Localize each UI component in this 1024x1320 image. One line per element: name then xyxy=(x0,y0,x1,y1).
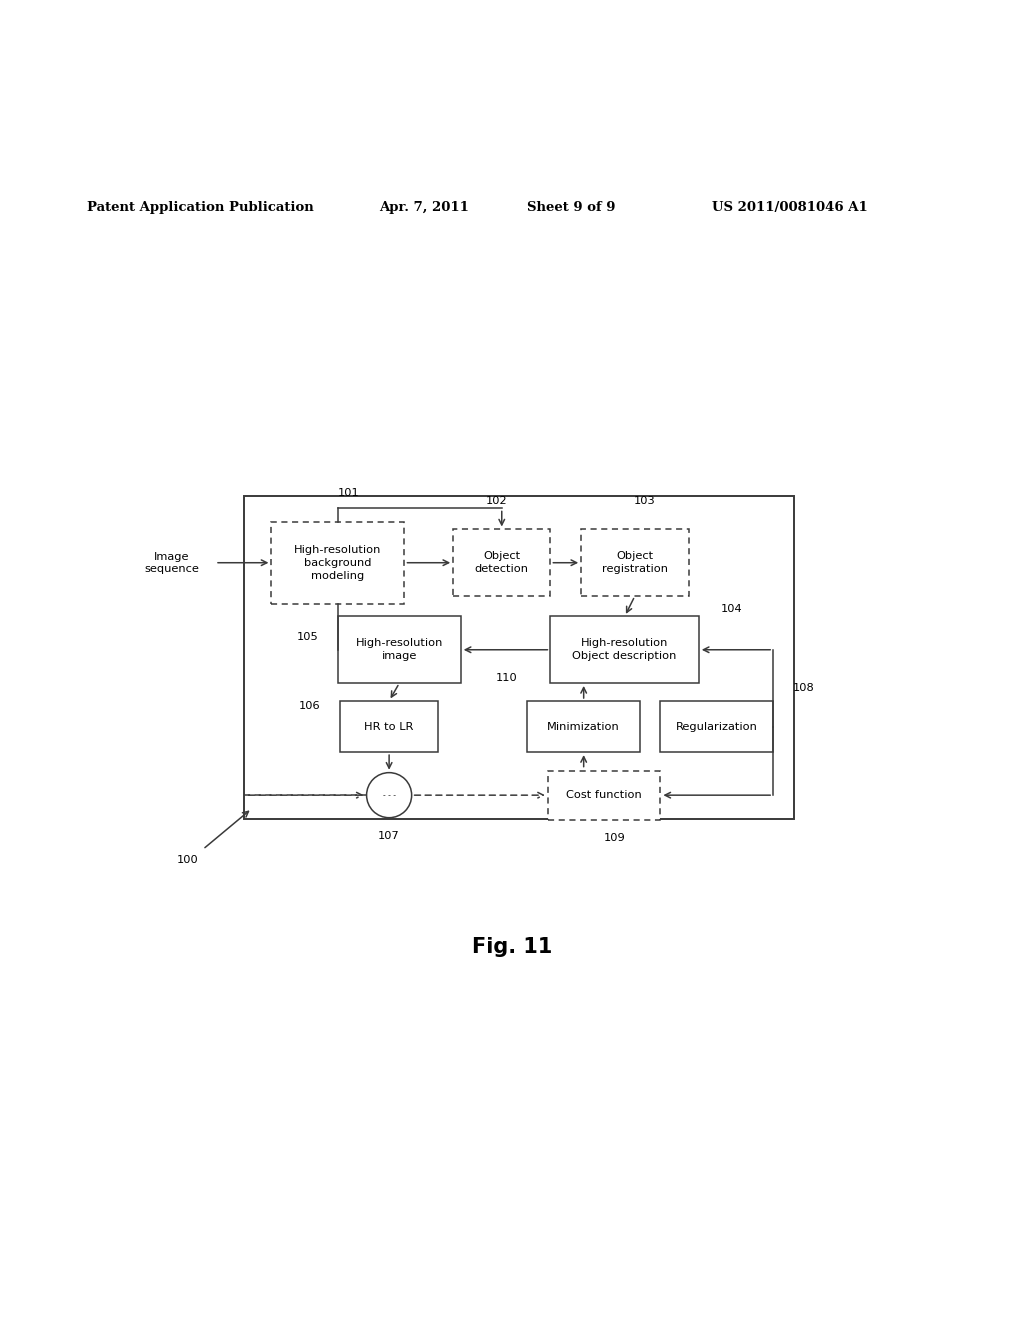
Text: - - -: - - - xyxy=(383,791,395,800)
Text: Cost function: Cost function xyxy=(566,791,642,800)
Text: 104: 104 xyxy=(721,603,742,614)
Text: 100: 100 xyxy=(176,854,199,865)
Bar xyxy=(548,771,660,820)
Text: Object
detection: Object detection xyxy=(475,552,528,574)
Text: 103: 103 xyxy=(634,496,656,506)
Text: US 2011/0081046 A1: US 2011/0081046 A1 xyxy=(712,201,867,214)
Text: High-resolution
Object description: High-resolution Object description xyxy=(572,639,677,661)
Bar xyxy=(271,521,404,603)
Bar xyxy=(582,529,688,597)
Bar xyxy=(244,496,794,818)
Text: High-resolution
image: High-resolution image xyxy=(355,639,443,661)
Bar xyxy=(338,616,461,682)
Bar xyxy=(527,701,640,752)
Text: Regularization: Regularization xyxy=(676,722,758,731)
Text: High-resolution
background
modeling: High-resolution background modeling xyxy=(294,545,382,581)
Bar xyxy=(340,701,438,752)
Text: Sheet 9 of 9: Sheet 9 of 9 xyxy=(527,201,615,214)
Text: Minimization: Minimization xyxy=(547,722,621,731)
Text: 105: 105 xyxy=(296,632,318,643)
Text: 110: 110 xyxy=(496,673,518,684)
Text: 101: 101 xyxy=(337,488,359,498)
Text: Image
sequence: Image sequence xyxy=(144,552,200,573)
Bar xyxy=(551,616,698,682)
Text: Object
registration: Object registration xyxy=(602,552,668,574)
Text: 107: 107 xyxy=(378,832,400,841)
Text: 108: 108 xyxy=(793,682,815,693)
Text: Patent Application Publication: Patent Application Publication xyxy=(87,201,313,214)
Text: 102: 102 xyxy=(485,496,508,506)
Text: Apr. 7, 2011: Apr. 7, 2011 xyxy=(379,201,469,214)
Bar xyxy=(660,701,773,752)
Text: Fig. 11: Fig. 11 xyxy=(472,937,552,957)
Text: HR to LR: HR to LR xyxy=(365,722,414,731)
Bar xyxy=(453,529,551,597)
Text: 109: 109 xyxy=(603,833,626,843)
Text: 106: 106 xyxy=(299,701,321,711)
